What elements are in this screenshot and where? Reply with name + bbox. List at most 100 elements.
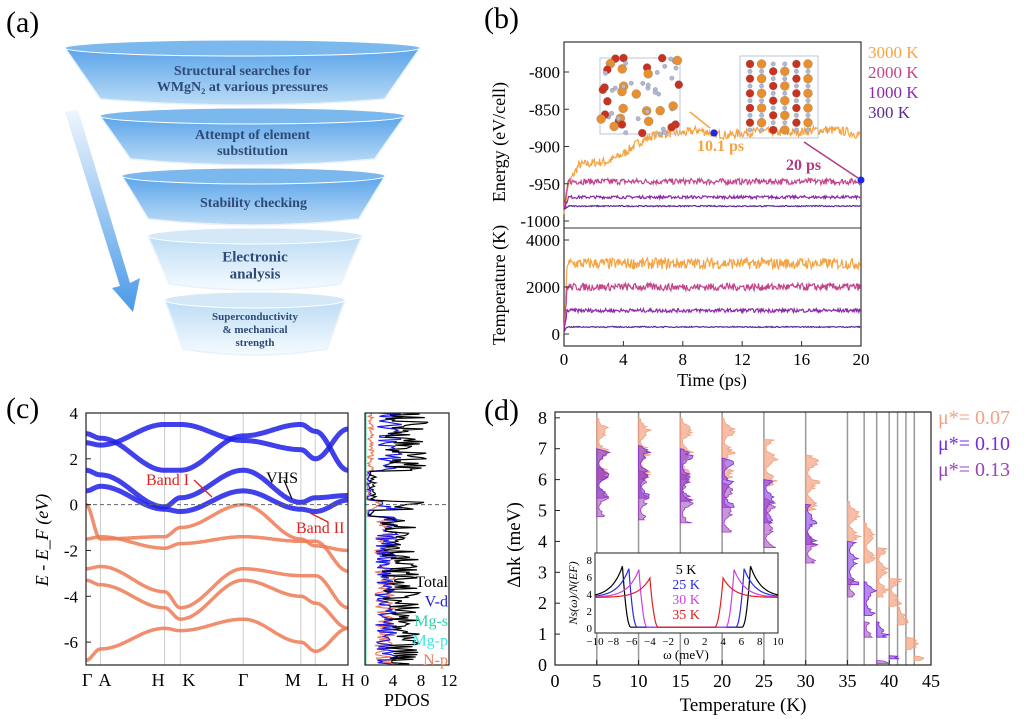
legend-entry: 3000 K <box>868 43 919 62</box>
vhs-annotation: VHS <box>266 470 298 487</box>
atom <box>745 89 755 98</box>
gap-distribution <box>596 417 611 480</box>
legend-entry: 1000 K <box>868 83 919 102</box>
gap-distribution <box>805 454 821 511</box>
pdos-legend-entry: Total <box>415 574 448 591</box>
funnel-step-3: Stability checking <box>120 167 387 226</box>
cell-box <box>739 55 819 139</box>
atom <box>669 75 675 81</box>
gap-distribution <box>805 531 819 564</box>
x-tick-label: 25 <box>755 671 773 691</box>
y-tick-label: 6 <box>538 470 547 490</box>
x-tick-label: 20 <box>713 671 731 691</box>
gap-distribution <box>913 655 925 661</box>
annotation-arrow <box>193 479 213 498</box>
atom <box>747 112 753 118</box>
temperature-axis-label: Temperature (K) <box>489 225 510 345</box>
atom <box>654 70 660 75</box>
funnel-step-text: WMgN₂ at various pressures <box>157 80 329 95</box>
x-tick-label: 20 <box>853 350 870 369</box>
inset-y-tick-label: 8 <box>587 555 593 567</box>
atom <box>759 68 764 74</box>
x-tick-label: 5 <box>592 671 601 691</box>
funnel-tier-top <box>147 227 363 245</box>
atom <box>616 115 621 121</box>
inset-x-tick-label: 2 <box>702 636 708 648</box>
k-point-label: K <box>182 670 195 690</box>
atom <box>652 90 658 95</box>
x-tick-label: 0 <box>551 671 560 691</box>
funnel-tier <box>63 47 422 106</box>
atom <box>623 130 629 136</box>
band-annotation: Band II <box>296 520 344 537</box>
x-tick-label: 12 <box>734 350 751 369</box>
atom <box>769 67 778 76</box>
pdos-tick-label: 8 <box>417 671 426 690</box>
annotation-arrow <box>309 512 329 523</box>
atom <box>617 86 627 97</box>
atom <box>617 64 627 74</box>
atom <box>780 110 790 120</box>
atom <box>794 112 799 118</box>
x-tick-label: 4 <box>619 350 628 369</box>
gap-distribution <box>876 659 890 664</box>
gap-distribution <box>763 497 777 548</box>
band-line <box>86 483 348 514</box>
energy-tick-label: -1000 <box>520 212 560 231</box>
atom <box>603 97 612 106</box>
temperature-tick-label: 4000 <box>526 231 560 250</box>
y-tick-label: -4 <box>64 587 79 606</box>
funnel-tier-top <box>99 107 406 125</box>
atom <box>805 83 811 89</box>
atom <box>756 59 767 69</box>
atom <box>667 123 676 132</box>
annotation-label: 20 ps <box>786 157 821 174</box>
annotation-arrow <box>689 111 711 129</box>
atom <box>769 81 778 91</box>
atom <box>619 53 628 63</box>
atom <box>770 76 776 82</box>
atom <box>782 76 788 82</box>
atom <box>628 80 634 86</box>
y-axis-label: Δnk (meV) <box>504 502 525 588</box>
atom <box>745 74 755 83</box>
atom <box>745 118 755 127</box>
legend-entry: μ*= 0.07 <box>938 407 1010 429</box>
energy-line-2000-K <box>563 176 861 209</box>
atom <box>672 55 683 66</box>
gap-distribution <box>847 577 856 598</box>
inset-y-tick-label: 6 <box>587 572 593 584</box>
marker-20ps <box>857 176 865 184</box>
atom <box>792 89 801 98</box>
energy-line-300-K <box>563 204 861 210</box>
pdos-line <box>366 412 429 666</box>
x-tick-label: 16 <box>793 350 810 369</box>
atom <box>747 98 753 104</box>
k-point-label: L <box>317 670 328 690</box>
plot-frame <box>563 41 862 347</box>
funnel-tier <box>146 235 364 291</box>
atom <box>745 103 755 113</box>
atom <box>657 131 663 137</box>
funnel-step-text: Electronic <box>222 250 288 266</box>
energy-axis-label: Energy (eV/cell) <box>489 82 510 202</box>
atom <box>770 61 776 67</box>
band-line <box>86 564 348 610</box>
atom <box>769 125 778 135</box>
funnel-step-text: substitution <box>217 144 288 159</box>
funnel-tier <box>120 175 387 226</box>
inset-x-tick-label: −4 <box>644 636 656 648</box>
temperature-line-300-K <box>563 325 861 332</box>
atom <box>621 84 626 89</box>
inset-y-tick-label: 2 <box>587 606 593 618</box>
atom <box>805 127 811 133</box>
k-point-label: H <box>342 670 355 690</box>
atom <box>617 120 627 129</box>
inset-x-tick-label: −2 <box>662 636 674 648</box>
pdos-legend-entry: Mg-s <box>414 613 448 630</box>
